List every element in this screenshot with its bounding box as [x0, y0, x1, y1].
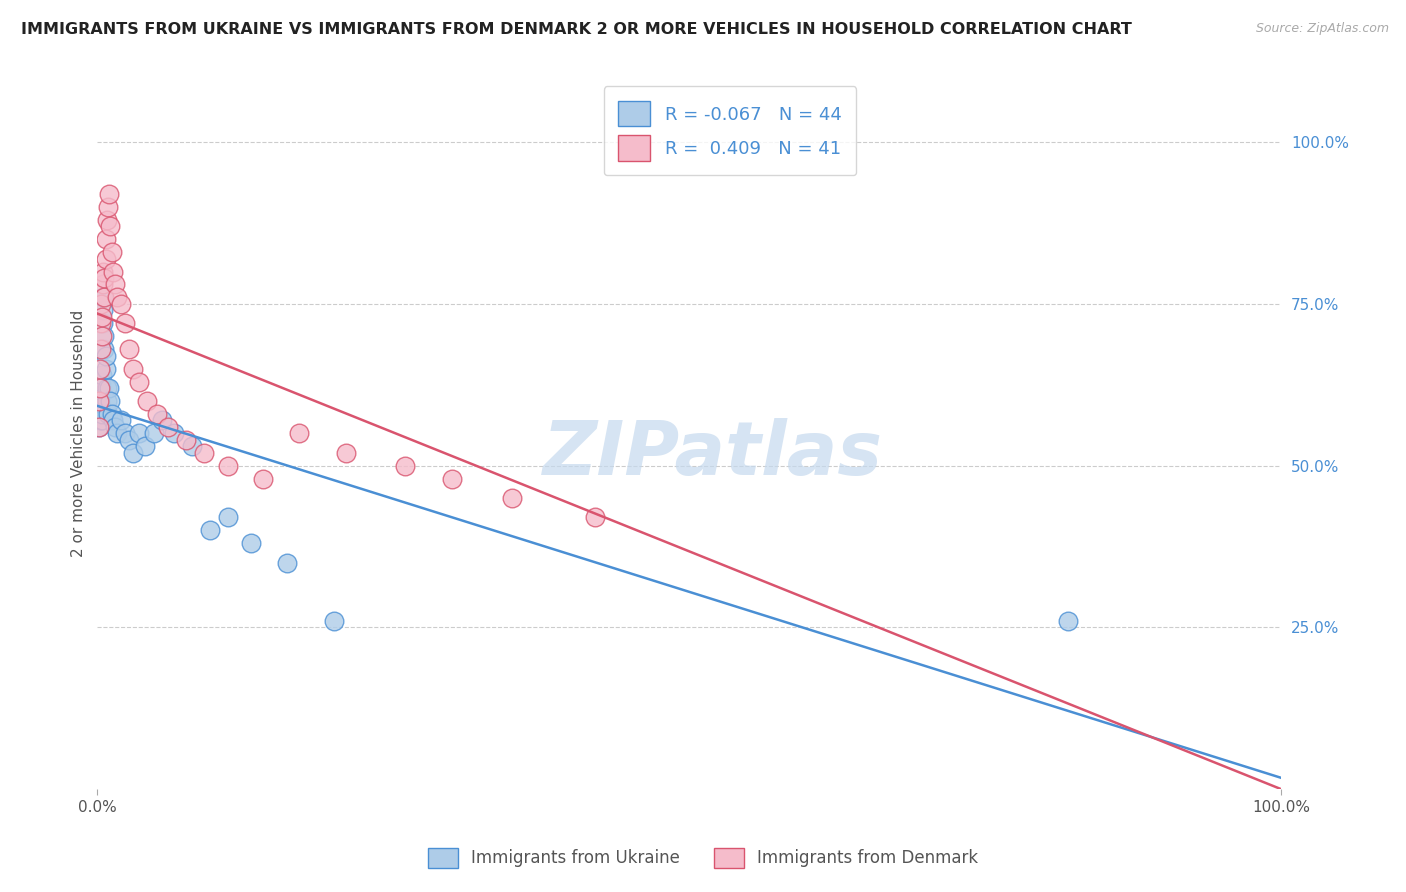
Point: [98, 381, 121, 395]
Point: [157, 419, 180, 434]
Point: [110, 413, 132, 427]
Point: [93, 329, 115, 343]
Legend: R = -0.067   N = 44, R =  0.409   N = 41: R = -0.067 N = 44, R = 0.409 N = 41: [603, 87, 856, 176]
Point: [276, 556, 298, 570]
Point: [89, 361, 111, 376]
Point: [114, 316, 136, 330]
Point: [94, 361, 117, 376]
Point: [217, 458, 239, 473]
Point: [198, 524, 221, 538]
Point: [89, 387, 111, 401]
Point: [163, 426, 186, 441]
Point: [287, 426, 309, 441]
Point: [240, 536, 263, 550]
Point: [107, 426, 129, 441]
Point: [91, 413, 114, 427]
Point: [100, 245, 122, 260]
Legend: Immigrants from Ukraine, Immigrants from Denmark: Immigrants from Ukraine, Immigrants from…: [422, 841, 984, 875]
Point: [100, 219, 122, 234]
Point: [90, 381, 112, 395]
Point: [91, 368, 114, 382]
Point: [394, 458, 416, 473]
Point: [91, 264, 114, 278]
Point: [96, 381, 118, 395]
Point: [87, 419, 110, 434]
Point: [89, 393, 111, 408]
Point: [90, 375, 112, 389]
Point: [90, 401, 112, 415]
Point: [441, 472, 464, 486]
Point: [193, 446, 215, 460]
Point: [134, 439, 156, 453]
Point: [90, 342, 112, 356]
Point: [87, 413, 110, 427]
Point: [93, 342, 115, 356]
Point: [89, 381, 111, 395]
Text: IMMIGRANTS FROM UKRAINE VS IMMIGRANTS FROM DENMARK 2 OR MORE VEHICLES IN HOUSEHO: IMMIGRANTS FROM UKRAINE VS IMMIGRANTS FR…: [21, 22, 1132, 37]
Point: [101, 413, 124, 427]
Point: [100, 393, 122, 408]
Point: [104, 419, 127, 434]
Point: [91, 303, 114, 318]
Point: [128, 375, 150, 389]
Point: [91, 407, 114, 421]
Point: [96, 393, 118, 408]
Point: [121, 446, 143, 460]
Point: [110, 297, 132, 311]
Text: Source: ZipAtlas.com: Source: ZipAtlas.com: [1256, 22, 1389, 36]
Point: [91, 290, 114, 304]
Point: [87, 419, 110, 434]
Point: [118, 433, 141, 447]
Point: [93, 290, 115, 304]
Point: [217, 510, 239, 524]
Point: [104, 277, 127, 292]
Point: [145, 407, 167, 421]
Point: [91, 329, 114, 343]
Point: [94, 252, 117, 266]
Point: [174, 433, 197, 447]
Point: [89, 407, 111, 421]
Point: [181, 439, 204, 453]
Point: [96, 212, 118, 227]
Point: [97, 407, 120, 421]
Point: [90, 316, 112, 330]
Point: [118, 342, 141, 356]
Point: [97, 200, 120, 214]
Point: [583, 510, 606, 524]
Point: [93, 271, 115, 285]
Point: [114, 426, 136, 441]
Point: [94, 349, 117, 363]
Point: [323, 614, 346, 628]
Point: [90, 297, 112, 311]
Point: [91, 316, 114, 330]
Point: [94, 232, 117, 246]
Point: [91, 277, 114, 292]
Point: [107, 290, 129, 304]
Point: [152, 413, 174, 427]
Point: [87, 393, 110, 408]
Point: [136, 393, 159, 408]
Point: [335, 446, 357, 460]
Point: [90, 413, 112, 427]
Point: [1057, 614, 1080, 628]
Y-axis label: 2 or more Vehicles in Household: 2 or more Vehicles in Household: [72, 310, 86, 557]
Point: [128, 426, 150, 441]
Point: [121, 361, 143, 376]
Point: [101, 264, 124, 278]
Point: [252, 472, 274, 486]
Point: [143, 426, 166, 441]
Point: [98, 186, 121, 201]
Text: ZIPatlas: ZIPatlas: [543, 418, 883, 491]
Point: [100, 407, 122, 421]
Point: [91, 310, 114, 324]
Point: [501, 491, 523, 505]
